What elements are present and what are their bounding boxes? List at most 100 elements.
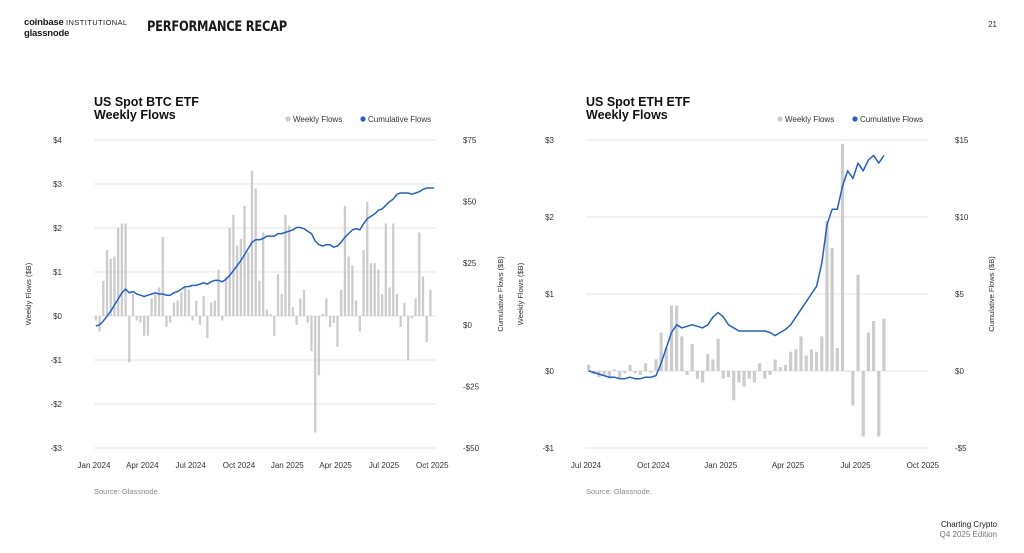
weekly-flow-bar [105,250,109,316]
weekly-flow-bar [618,371,622,379]
y-tick-label: $2 [545,213,554,222]
weekly-flow-bar [314,316,317,433]
weekly-flow-bar [783,364,788,371]
weekly-flow-bar [161,236,164,316]
x-tick-label: Apr 2025 [319,461,352,470]
weekly-flow-bar [261,232,265,316]
cumulative-flow-line [588,154,885,380]
weekly-flow-bar [358,316,361,332]
weekly-flow-bar [851,371,855,406]
y2-axis-title: Cumulative Flows ($B) [987,256,996,332]
brand-coinbase: coinbase [24,17,64,28]
weekly-flow-bar [643,363,648,371]
weekly-flow-bar [669,305,674,371]
weekly-flow-bar [388,287,391,316]
weekly-flow-bar [742,371,746,387]
y2-tick-label: $0 [463,321,472,330]
x-tick-label: Oct 2025 [907,461,940,470]
weekly-flow-bar [221,316,224,321]
weekly-flow-bar [232,214,235,316]
weekly-flow-bar [877,371,881,437]
legend-weekly-label: Weekly Flows [293,115,342,124]
y2-tick-label: $75 [463,136,477,145]
weekly-flow-bar [351,265,354,316]
weekly-flow-bar [737,371,741,383]
weekly-flow-bar [284,214,287,316]
weekly-flow-bar [799,336,803,371]
weekly-flow-bar [425,316,428,343]
weekly-flow-bar [102,280,105,316]
weekly-flow-bar [143,316,146,336]
footer-publication: Charting Crypto [940,520,997,529]
weekly-flow-bar [768,371,772,375]
x-tick-label: Jul 2025 [369,461,400,470]
weekly-flow-bar [726,371,731,378]
weekly-flow-bar [224,276,228,316]
weekly-flow-bar [406,316,410,360]
brand-institutional: INSTITUTIONAL [66,18,128,27]
weekly-flow-bar [302,289,306,316]
weekly-flow-bar [871,320,876,371]
weekly-flow-bar [763,371,767,379]
weekly-flow-bar [247,252,250,316]
weekly-flow-bar [131,294,135,316]
weekly-flow-bar [117,228,120,316]
weekly-flow-bar [280,294,283,316]
weekly-flow-bar [254,188,257,316]
x-tick-label: Jul 2024 [571,461,602,470]
chart-title-line1: US Spot BTC ETF [94,95,199,109]
weekly-flow-bar [377,269,380,316]
chart-title-line2: Weekly Flows [94,108,176,122]
weekly-flow-bar [165,316,168,327]
weekly-flow-bar [403,302,406,316]
weekly-flow-bar [685,371,689,375]
weekly-flow-bar [157,287,161,316]
weekly-flow-bar [124,223,127,316]
y-tick-label: $1 [545,290,554,299]
weekly-flow-bar [380,294,384,316]
weekly-flow-bar [789,351,793,371]
weekly-flow-bar [706,354,710,371]
y2-tick-label: $25 [463,259,477,268]
weekly-flow-bar [700,371,705,383]
x-tick-label: Oct 2025 [416,461,449,470]
weekly-flow-bar [835,347,839,371]
x-tick-label: Jul 2025 [840,461,871,470]
y2-tick-label: $50 [463,198,477,207]
y2-tick-label: -$5 [955,444,967,453]
weekly-flow-bar [747,371,751,379]
y-axis-title: Weekly Flows ($B) [516,262,525,325]
weekly-flow-bar [295,316,298,325]
weekly-flow-bar [336,316,339,347]
legend-cumulative-marker [360,116,366,122]
weekly-flow-bar [395,294,399,316]
weekly-flow-bar [354,300,358,316]
weekly-flow-bar [721,371,725,379]
weekly-flow-bar [288,225,291,316]
weekly-flow-bar [150,298,153,316]
weekly-flow-bar [306,316,309,323]
weekly-flow-bar [269,313,272,316]
weekly-flow-bar [675,305,679,371]
weekly-flow-bar [773,359,777,371]
y-tick-label: $4 [53,136,62,145]
chart-source: Source: Glassnode. [586,487,652,496]
y-tick-label: -$1 [50,356,62,365]
weekly-flow-bar [109,258,112,316]
legend-weekly-label: Weekly Flows [785,115,834,124]
legend-cumulative-label: Cumulative Flows [368,115,431,124]
y-tick-label: $2 [53,224,62,233]
weekly-flow-bar [623,371,627,374]
weekly-flow-bar [633,371,637,374]
weekly-flow-bar [602,371,606,375]
weekly-flow-bar [664,347,668,371]
weekly-flow-bar [757,363,762,371]
weekly-flow-bar [840,143,845,371]
weekly-flow-bar [187,289,190,316]
weekly-flow-bar [239,239,242,316]
weekly-flow-bar [139,316,142,323]
chart-title-line1: US Spot ETH ETF [586,95,691,109]
weekly-flow-bar [310,316,313,352]
chart-source: Source: Glassnode. [94,487,160,496]
